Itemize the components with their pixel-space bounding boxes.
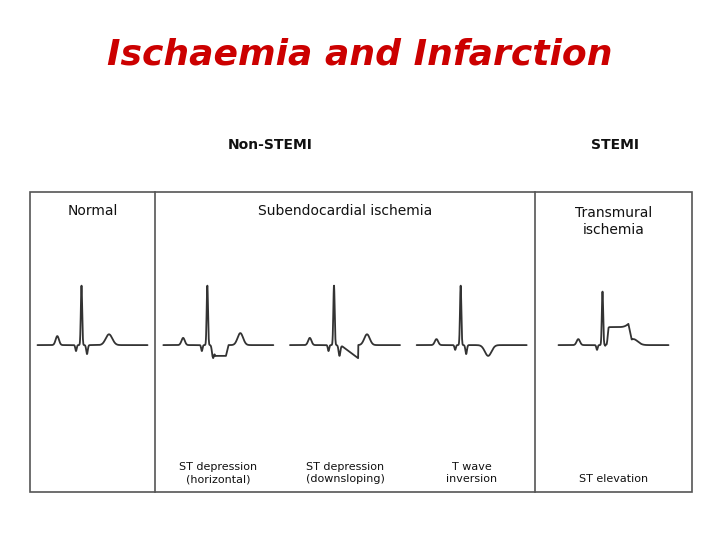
Text: T wave
inversion: T wave inversion xyxy=(446,462,498,484)
Text: Ischaemia and Infarction: Ischaemia and Infarction xyxy=(107,37,613,71)
Bar xyxy=(30,192,692,492)
Text: STEMI: STEMI xyxy=(591,138,639,152)
Text: Transmural
ischemia: Transmural ischemia xyxy=(575,206,652,238)
Text: ST depression
(downsloping): ST depression (downsloping) xyxy=(305,462,384,484)
Text: Subendocardial ischemia: Subendocardial ischemia xyxy=(258,204,432,218)
Text: ST depression
(horizontal): ST depression (horizontal) xyxy=(179,462,257,484)
Text: Non-STEMI: Non-STEMI xyxy=(228,138,312,152)
Text: Normal: Normal xyxy=(67,204,117,218)
Text: ST elevation: ST elevation xyxy=(579,474,648,484)
